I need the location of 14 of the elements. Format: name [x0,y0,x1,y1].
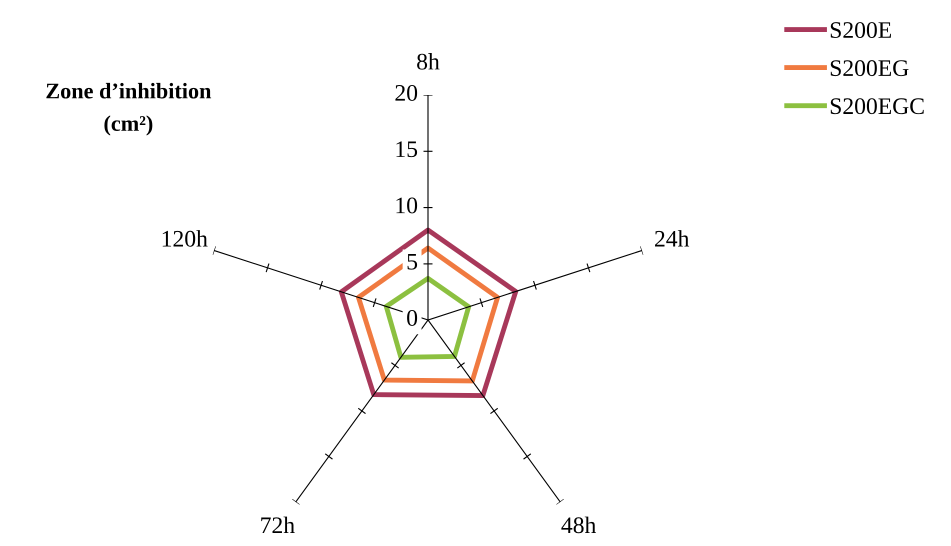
spoke-label: 24h [655,230,690,246]
y-tick-label: 10 [396,197,418,214]
y-tick-label: 20 [395,84,418,101]
y-tick-label: 5 [408,254,418,270]
spoke-label: 120h [162,230,208,247]
y-tick-label: 15 [396,141,418,158]
text: Zone d’inhibition (cm²) [46,82,212,136]
spoke-label: 48h [561,516,596,534]
legend-label: S200E [830,22,892,38]
spoke-label: 72h [261,516,295,533]
legend-label: S200EGC [830,98,924,114]
spoke-label: 8h [417,53,440,70]
y-tick-label: 0 [407,310,418,326]
legend-label: S200EG [830,60,909,76]
